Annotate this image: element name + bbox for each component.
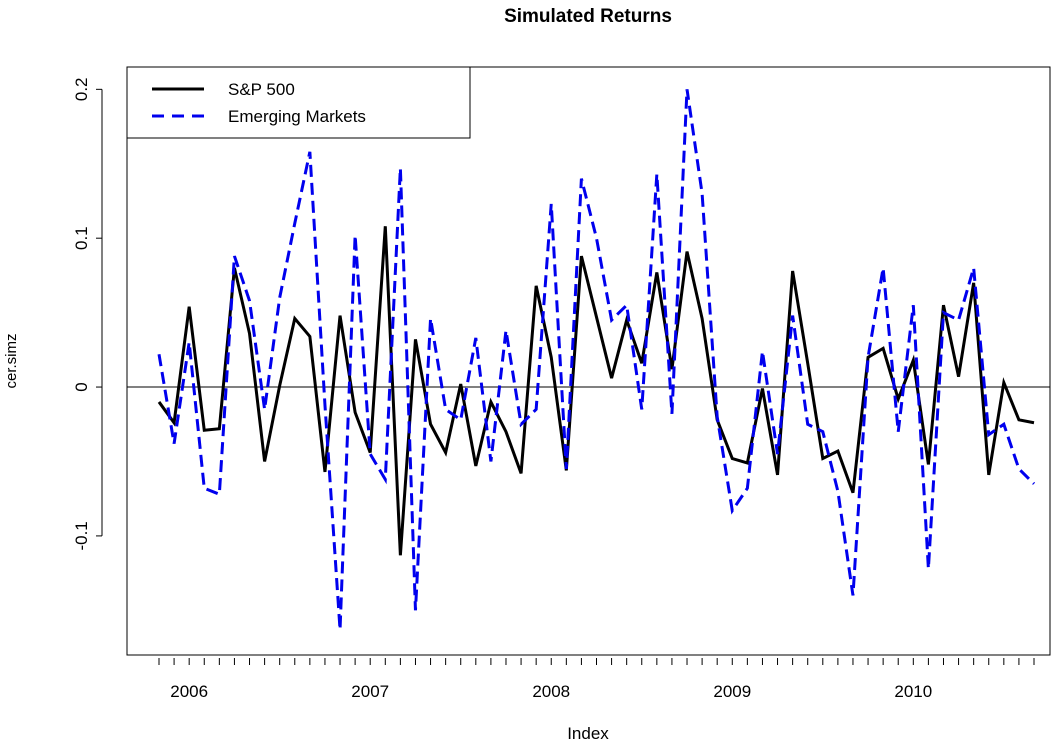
plot-frame bbox=[126, 66, 1051, 656]
legend-box bbox=[126, 66, 471, 139]
y-tick-label: 0.2 bbox=[72, 78, 91, 102]
x-tick-label: 2010 bbox=[894, 682, 932, 701]
x-axis-label: Index bbox=[567, 724, 609, 743]
legend-label: S&P 500 bbox=[228, 80, 295, 99]
legend-label: Emerging Markets bbox=[228, 107, 366, 126]
x-tick-label: 2009 bbox=[713, 682, 751, 701]
chart-title: Simulated Returns bbox=[504, 6, 672, 27]
series-line bbox=[157, 226, 1035, 556]
y-tick-label: -0.1 bbox=[72, 521, 91, 550]
y-axis-label: cer.simz bbox=[3, 333, 20, 388]
y-tick-label: 0 bbox=[72, 382, 91, 391]
x-tick-label: 2007 bbox=[351, 682, 389, 701]
y-tick-label: 0.1 bbox=[72, 226, 91, 250]
x-tick-label: 2006 bbox=[170, 682, 208, 701]
x-tick-label: 2008 bbox=[532, 682, 570, 701]
series-line bbox=[157, 89, 1036, 630]
